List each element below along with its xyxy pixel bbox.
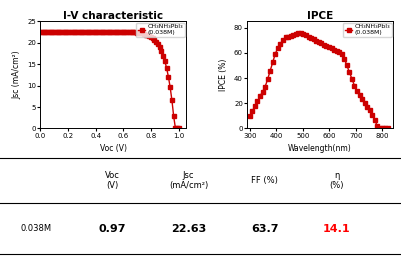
Line: CH₃NH₃PbI₃
(0.038M): CH₃NH₃PbI₃ (0.038M) xyxy=(38,30,181,130)
Text: η
(%): η (%) xyxy=(330,171,344,190)
Legend: CH₃NH₃PbI₃
(0.038M): CH₃NH₃PbI₃ (0.038M) xyxy=(343,23,392,37)
CH₃NH₃PbI₃
(0.038M) xyxy=(383,127,387,130)
CH₃NH₃PbI₃
(0.038M) xyxy=(128,30,132,34)
Legend: CH₃NH₃PbI₃
(0.038M): CH₃NH₃PbI₃ (0.038M) xyxy=(136,23,185,37)
CH₃NH₃PbI₃
(0.038M) xyxy=(298,32,303,35)
Text: 14.1: 14.1 xyxy=(323,223,350,234)
X-axis label: Voc (V): Voc (V) xyxy=(99,144,126,153)
Line: CH₃NH₃PbI₃
(0.038M): CH₃NH₃PbI₃ (0.038M) xyxy=(248,31,389,130)
Text: FF (%): FF (%) xyxy=(251,176,278,185)
Text: Voc
(V): Voc (V) xyxy=(105,171,120,190)
Text: 63.7: 63.7 xyxy=(251,223,278,234)
CH₃NH₃PbI₃
(0.038M) xyxy=(122,30,127,33)
X-axis label: Wavelength(nm): Wavelength(nm) xyxy=(288,144,352,153)
CH₃NH₃PbI₃
(0.038M) xyxy=(38,30,43,33)
CH₃NH₃PbI₃
(0.038M) xyxy=(385,127,390,130)
CH₃NH₃PbI₃
(0.038M) xyxy=(133,31,138,34)
CH₃NH₃PbI₃
(0.038M) xyxy=(263,85,267,88)
CH₃NH₃PbI₃
(0.038M) xyxy=(161,54,166,57)
Text: 0.97: 0.97 xyxy=(99,223,126,234)
Text: Jsc
(mA/cm²): Jsc (mA/cm²) xyxy=(169,171,208,190)
Text: 0.038M: 0.038M xyxy=(20,224,52,233)
Y-axis label: Jsc (mA/cm²): Jsc (mA/cm²) xyxy=(12,50,21,99)
CH₃NH₃PbI₃
(0.038M) xyxy=(373,119,377,122)
CH₃NH₃PbI₃
(0.038M) xyxy=(176,127,181,130)
Y-axis label: IPCE (%): IPCE (%) xyxy=(219,59,229,91)
Title: IPCE: IPCE xyxy=(307,11,333,21)
CH₃NH₃PbI₃
(0.038M) xyxy=(301,33,306,36)
CH₃NH₃PbI₃
(0.038M) xyxy=(99,30,104,33)
CH₃NH₃PbI₃
(0.038M) xyxy=(173,127,178,130)
CH₃NH₃PbI₃
(0.038M) xyxy=(273,52,278,55)
CH₃NH₃PbI₃
(0.038M) xyxy=(247,114,252,117)
CH₃NH₃PbI₃
(0.038M) xyxy=(281,38,286,41)
Text: 22.63: 22.63 xyxy=(171,223,206,234)
CH₃NH₃PbI₃
(0.038M) xyxy=(378,127,383,130)
Title: I-V characteristic: I-V characteristic xyxy=(63,11,163,21)
CH₃NH₃PbI₃
(0.038M) xyxy=(120,30,125,33)
